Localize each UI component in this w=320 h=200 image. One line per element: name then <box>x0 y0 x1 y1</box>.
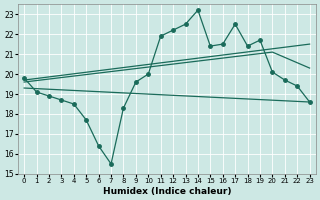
X-axis label: Humidex (Indice chaleur): Humidex (Indice chaleur) <box>103 187 231 196</box>
